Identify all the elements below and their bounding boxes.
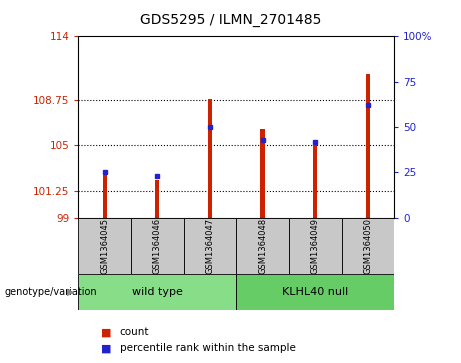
Text: GSM1364050: GSM1364050	[363, 218, 372, 274]
Bar	[313, 142, 317, 218]
Text: GSM1364049: GSM1364049	[311, 218, 320, 274]
Text: GSM1364047: GSM1364047	[206, 218, 214, 274]
Bar	[103, 174, 107, 218]
Text: GDS5295 / ILMN_2701485: GDS5295 / ILMN_2701485	[140, 13, 321, 27]
Bar	[131, 218, 183, 274]
Text: GSM1364046: GSM1364046	[153, 218, 162, 274]
Bar	[78, 218, 131, 274]
Bar	[236, 218, 289, 274]
Bar	[155, 180, 160, 218]
Bar	[366, 74, 370, 218]
Text: ■: ■	[101, 327, 112, 337]
Bar	[78, 274, 236, 310]
Text: count: count	[120, 327, 149, 337]
Text: percentile rank within the sample: percentile rank within the sample	[120, 343, 296, 354]
Text: GSM1364045: GSM1364045	[100, 218, 109, 274]
Text: GSM1364048: GSM1364048	[258, 218, 267, 274]
Text: ▶: ▶	[67, 287, 74, 297]
Bar	[342, 218, 394, 274]
Bar	[289, 218, 342, 274]
Bar	[208, 99, 212, 218]
Text: KLHL40 null: KLHL40 null	[282, 287, 349, 297]
Bar	[236, 274, 394, 310]
Bar	[183, 218, 236, 274]
Text: wild type: wild type	[132, 287, 183, 297]
Text: ■: ■	[101, 343, 112, 354]
Text: genotype/variation: genotype/variation	[5, 287, 97, 297]
Bar	[260, 130, 265, 218]
